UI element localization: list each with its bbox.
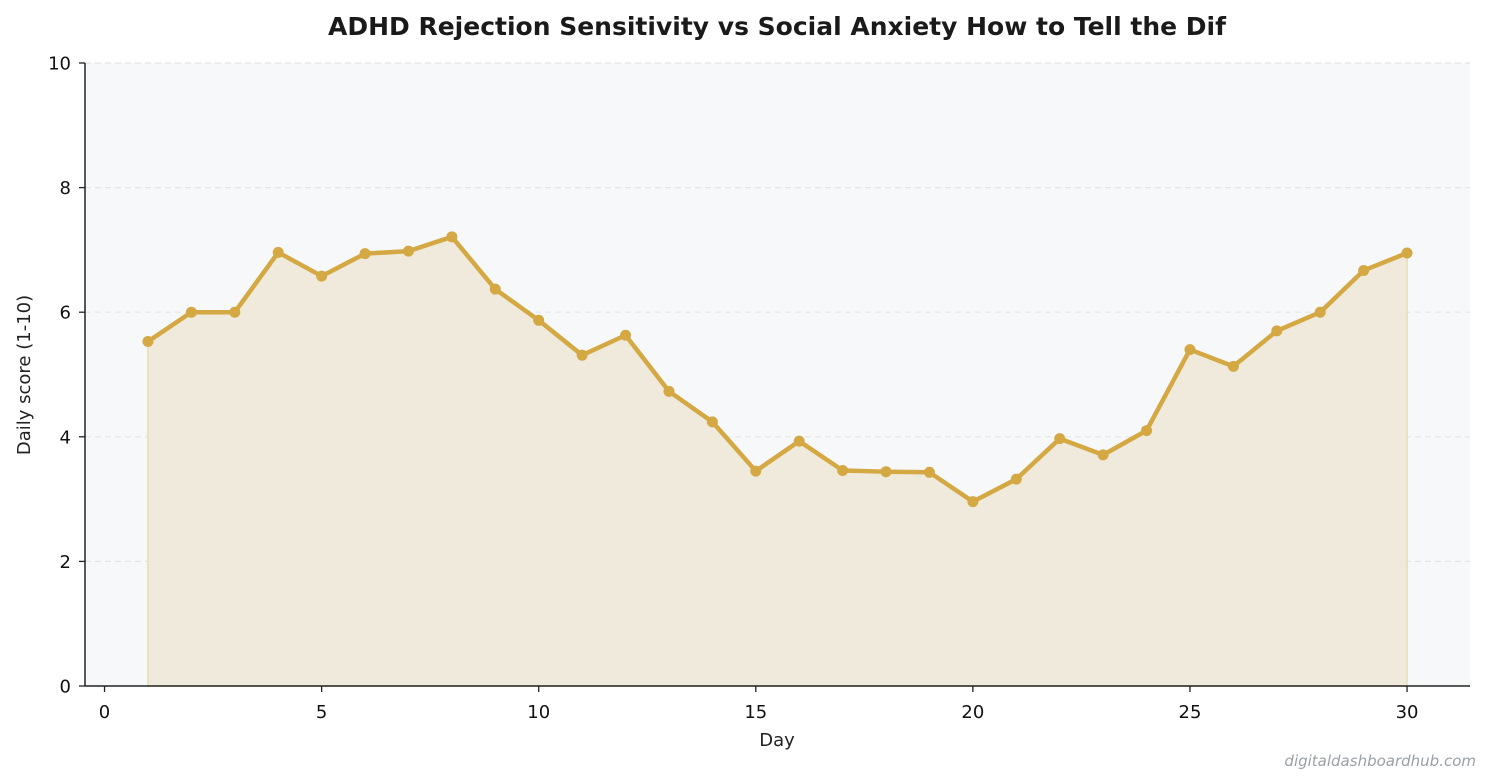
y-tick-label: 6: [60, 303, 71, 324]
x-tick-label: 15: [744, 702, 767, 723]
data-point: [620, 329, 632, 341]
watermark: digitaldashboardhub.com: [1284, 752, 1476, 770]
data-point: [489, 283, 501, 295]
data-point: [706, 416, 718, 428]
data-point: [1271, 325, 1283, 337]
data-point: [229, 306, 241, 318]
data-point: [272, 246, 284, 258]
x-tick-label: 25: [1179, 702, 1202, 723]
y-axis-ticks: 0 2 4 6 8 10: [48, 54, 85, 698]
data-point: [446, 231, 458, 243]
data-point: [837, 464, 849, 476]
chart-title: ADHD Rejection Sensitivity vs Social Anx…: [328, 12, 1227, 41]
data-point: [402, 245, 414, 257]
data-point: [142, 335, 154, 347]
data-point: [576, 349, 588, 361]
y-tick-label: 2: [60, 552, 71, 573]
y-axis-label: Daily score (1-10): [14, 295, 35, 455]
data-point: [750, 465, 762, 477]
x-tick-label: 30: [1396, 702, 1419, 723]
y-tick-label: 0: [60, 677, 71, 698]
x-axis-ticks: 0 5 10 15 20 25 30: [99, 686, 1419, 723]
data-points: [142, 231, 1413, 508]
data-point: [1401, 247, 1413, 259]
x-axis-label: Day: [759, 730, 795, 751]
x-tick-label: 5: [316, 702, 327, 723]
x-tick-label: 10: [527, 702, 550, 723]
data-point: [533, 314, 545, 326]
y-tick-label: 8: [60, 178, 71, 199]
x-tick-label: 0: [99, 702, 110, 723]
data-point: [316, 270, 328, 282]
data-point: [967, 496, 979, 508]
x-tick-label: 20: [961, 702, 984, 723]
series-line: [145, 234, 1410, 504]
data-point: [1314, 306, 1326, 318]
data-point: [663, 385, 675, 397]
data-point: [1184, 344, 1196, 356]
data-point: [1097, 449, 1109, 461]
data-point: [359, 248, 371, 260]
data-point: [880, 466, 892, 478]
data-point: [185, 306, 197, 318]
data-point: [1227, 360, 1239, 372]
data-point: [1054, 433, 1066, 445]
data-point: [793, 435, 805, 447]
data-point: [1010, 473, 1022, 485]
data-point: [923, 466, 935, 478]
y-tick-label: 4: [60, 427, 71, 448]
data-point: [1358, 264, 1370, 276]
data-point: [1141, 425, 1153, 437]
y-tick-label: 10: [48, 54, 71, 75]
